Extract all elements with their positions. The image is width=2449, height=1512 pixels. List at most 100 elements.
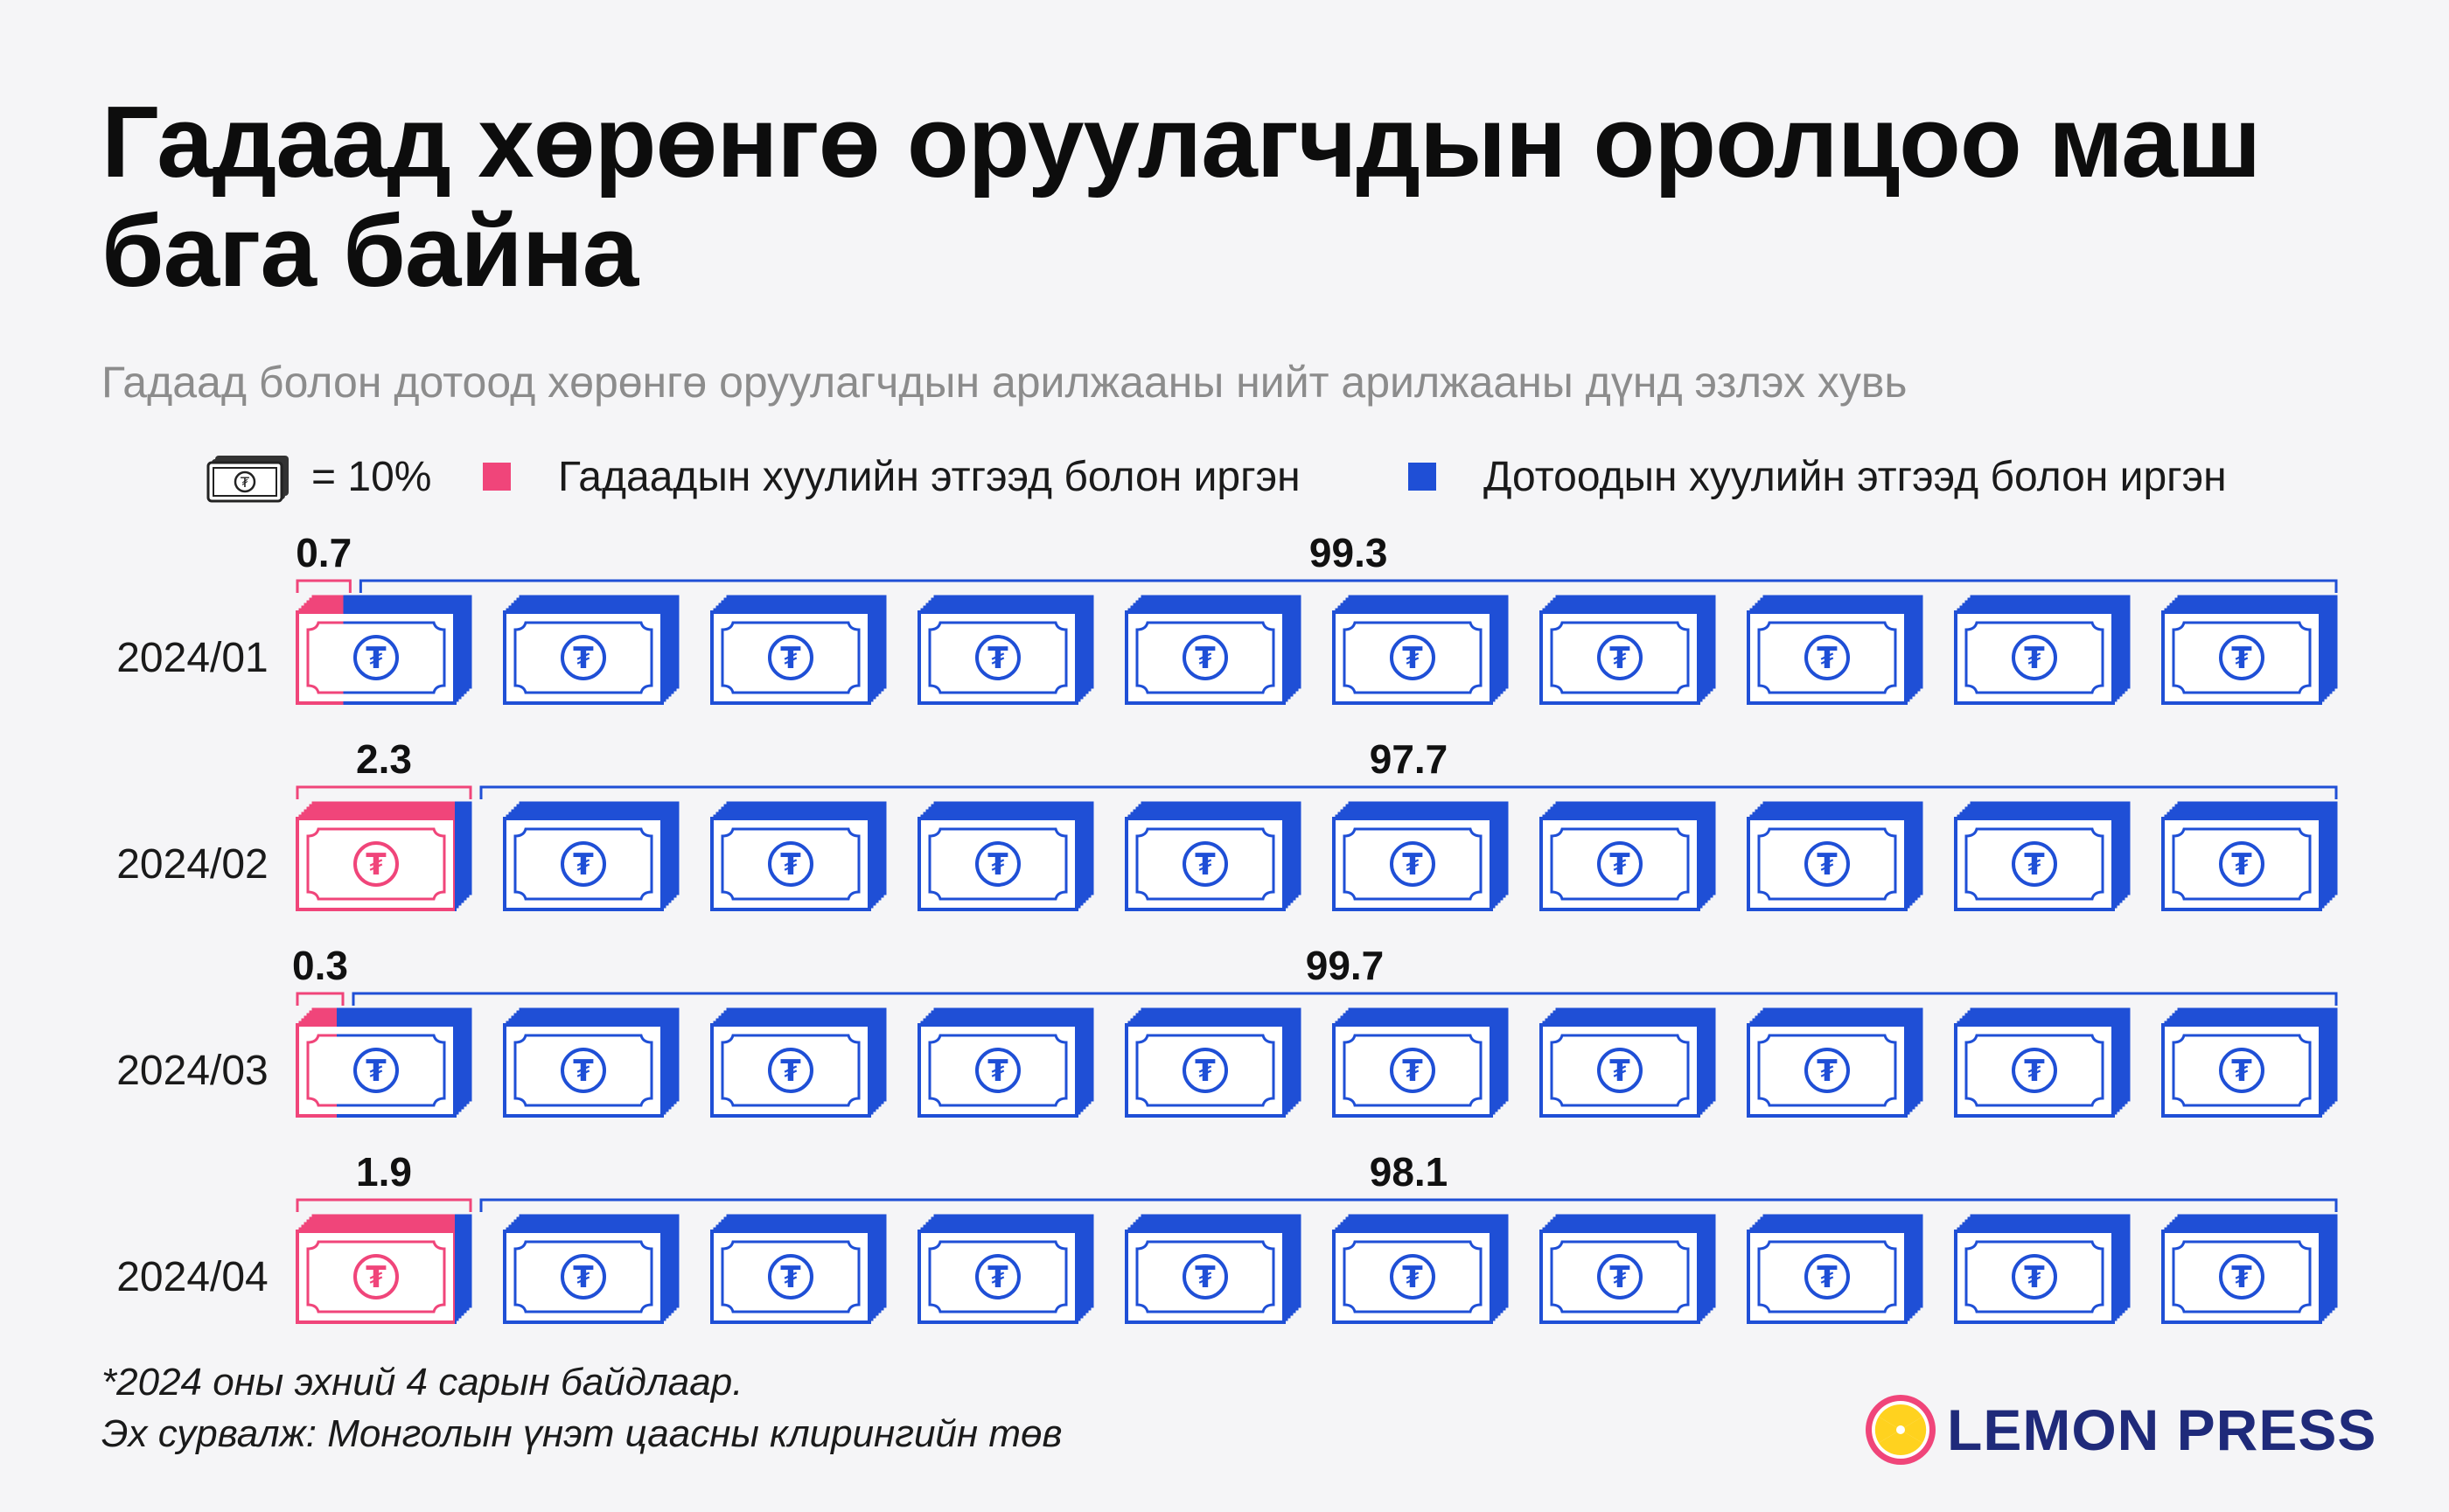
bill-stack-1-3: ₮: [918, 801, 1094, 911]
domestic-value-label: 97.7: [1370, 736, 1448, 782]
svg-text:₮: ₮: [1402, 847, 1423, 882]
svg-text:₮: ₮: [1195, 1260, 1216, 1295]
domestic-bracket: [359, 579, 2338, 593]
legend-foreign-label: Гадаадын хуулийн этгээд болон иргэн: [558, 453, 1301, 500]
foreign-bracket: [296, 1198, 472, 1212]
bill-stack-2-5: ₮: [1332, 1007, 1509, 1118]
svg-text:₮: ₮: [780, 1260, 801, 1295]
svg-text:₮: ₮: [987, 847, 1008, 882]
bill-stack-0-4: ₮: [1125, 595, 1301, 705]
month-label: 2024/01: [116, 635, 269, 681]
bill-stack-0-1: ₮: [503, 595, 680, 705]
svg-text:₮: ₮: [1817, 641, 1838, 676]
bill-stack-0-3: ₮: [918, 595, 1094, 705]
svg-text:₮: ₮: [780, 641, 801, 676]
svg-text:₮: ₮: [1609, 847, 1630, 882]
lemon-slice-icon: [1866, 1395, 1936, 1465]
bill-stack-2-0: ₮₮: [296, 1007, 472, 1118]
svg-text:₮: ₮: [573, 847, 594, 882]
svg-text:₮: ₮: [780, 847, 801, 882]
bill-stack-1-1: ₮: [503, 801, 680, 911]
legend-unit: ₮ = 10%: [206, 446, 431, 507]
domestic-bracket: [479, 1198, 2338, 1212]
svg-text:₮: ₮: [1609, 641, 1630, 676]
foreign-bracket: [296, 992, 345, 1006]
bill-stack-3-1: ₮: [503, 1214, 680, 1324]
svg-text:₮: ₮: [1609, 1260, 1630, 1295]
svg-text:₮: ₮: [1817, 1054, 1838, 1089]
svg-text:₮: ₮: [1195, 847, 1216, 882]
bill-stack-3-8: ₮: [1954, 1214, 2131, 1324]
svg-text:₮: ₮: [241, 474, 250, 491]
bill-stack-3-3: ₮: [918, 1214, 1094, 1324]
footnote-note: *2024 оны эхний 4 сарын байдлаар.: [101, 1361, 743, 1404]
bill-stack-0-6: ₮: [1539, 595, 1716, 705]
svg-text:₮: ₮: [2231, 1054, 2252, 1089]
bill-stack-3-2: ₮: [710, 1214, 887, 1324]
svg-text:₮: ₮: [573, 1054, 594, 1089]
svg-text:₮: ₮: [366, 847, 387, 882]
bill-stack-2-9: ₮: [2161, 1007, 2338, 1118]
svg-text:₮: ₮: [1195, 1054, 1216, 1089]
bill-stack-1-0: ₮₮: [296, 801, 472, 911]
bill-stack-1-9: ₮: [2161, 801, 2338, 911]
svg-text:₮: ₮: [1195, 641, 1216, 676]
month-label: 2024/02: [116, 841, 269, 888]
domestic-bracket: [479, 785, 2338, 799]
foreign-bracket: [296, 579, 352, 593]
bill-stack-1-2: ₮: [710, 801, 887, 911]
legend-domestic-swatch: [1408, 463, 1436, 491]
bill-stack-0-8: ₮: [1954, 595, 2131, 705]
svg-text:₮: ₮: [987, 1054, 1008, 1089]
bill-stack-0-9: ₮: [2161, 595, 2338, 705]
svg-text:₮: ₮: [2024, 847, 2045, 882]
bill-stack-1-4: ₮: [1125, 801, 1301, 911]
domestic-value-label: 98.1: [1370, 1149, 1448, 1195]
bill-stack-3-9: ₮: [2161, 1214, 2338, 1324]
svg-text:₮: ₮: [573, 641, 594, 676]
brand-logo: LEMON PRESS: [1863, 1386, 2376, 1474]
legend-foreign-swatch: [483, 463, 511, 491]
bill-stack-0-2: ₮: [710, 595, 887, 705]
bill-stack-1-5: ₮: [1332, 801, 1509, 911]
legend-unit-label: = 10%: [311, 453, 432, 500]
bill-stack-3-7: ₮: [1747, 1214, 1923, 1324]
foreign-bracket: [296, 785, 472, 799]
svg-text:₮: ₮: [366, 641, 387, 676]
svg-text:₮: ₮: [1817, 847, 1838, 882]
svg-text:₮: ₮: [2231, 641, 2252, 676]
bill-stack-1-8: ₮: [1954, 801, 2131, 911]
svg-text:₮: ₮: [987, 1260, 1008, 1295]
month-label: 2024/03: [116, 1048, 269, 1094]
svg-text:₮: ₮: [1609, 1054, 1630, 1089]
svg-text:₮: ₮: [2024, 1054, 2045, 1089]
bill-stack-3-6: ₮: [1539, 1214, 1716, 1324]
foreign-value-label: 2.3: [356, 736, 412, 782]
brand-name: LEMON PRESS: [1947, 1397, 2377, 1462]
svg-text:₮: ₮: [2231, 1260, 2252, 1295]
bill-stack-2-8: ₮: [1954, 1007, 2131, 1118]
svg-text:₮: ₮: [2024, 1260, 2045, 1295]
domestic-value-label: 99.7: [1306, 943, 1385, 988]
svg-text:₮: ₮: [1402, 641, 1423, 676]
svg-text:₮: ₮: [780, 1054, 801, 1089]
legend-foreign: Гадаадын хуулийн этгээд болон иргэн: [483, 446, 1301, 507]
foreign-value-label: 0.3: [292, 943, 348, 988]
bill-stack-0-7: ₮: [1747, 595, 1923, 705]
foreign-value-label: 1.9: [356, 1149, 412, 1195]
svg-text:₮: ₮: [573, 1260, 594, 1295]
legend-domestic: Дотоодын хуулийн этгээд болон иргэн: [1408, 446, 2227, 507]
bill-stack-3-5: ₮: [1332, 1214, 1509, 1324]
bill-stack-2-7: ₮: [1747, 1007, 1923, 1118]
svg-text:₮: ₮: [2231, 847, 2252, 882]
svg-text:₮: ₮: [1817, 1260, 1838, 1295]
page-title: Гадаад хөрөнгө оруулагчдын оролцоо маш б…: [101, 85, 2261, 308]
bill-stack-2-6: ₮: [1539, 1007, 1716, 1118]
chart-subtitle: Гадаад болон дотоод хөрөнгө оруулагчдын …: [101, 358, 1908, 407]
domestic-value-label: 99.3: [1309, 530, 1388, 575]
bill-stack-1-6: ₮: [1539, 801, 1716, 911]
bill-stack-0-5: ₮: [1332, 595, 1509, 705]
foreign-value-label: 0.7: [296, 530, 352, 575]
svg-text:₮: ₮: [1402, 1260, 1423, 1295]
